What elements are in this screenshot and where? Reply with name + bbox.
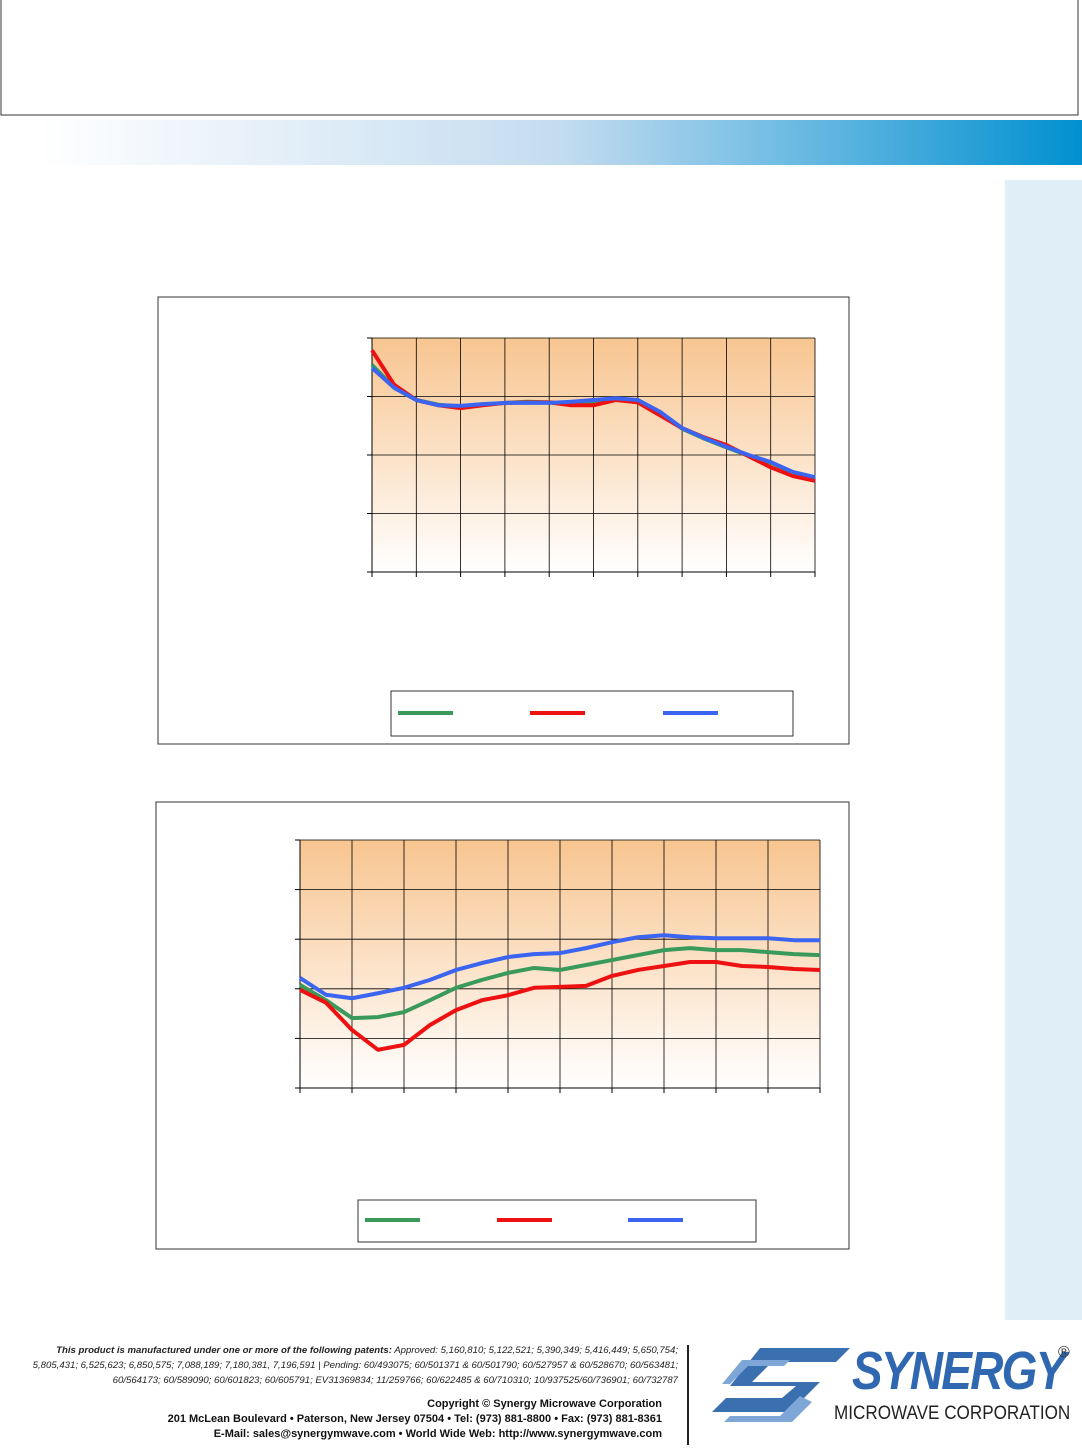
patents-list: Approved: 5,160,810; 5,122,521; 5,390,34… — [32, 1345, 678, 1386]
copyright: Copyright © Synergy Microwave Corporatio… — [427, 1398, 662, 1410]
legend-box — [390, 690, 794, 737]
series-line — [299, 960, 821, 1052]
logo-mark — [712, 1348, 850, 1422]
series-line — [370, 366, 816, 480]
series-line — [298, 946, 821, 1021]
logo-subtitle: MICROWAVE CORPORATION — [834, 1403, 1071, 1424]
patents-label: This product is manufactured under one o… — [56, 1345, 392, 1356]
patents: This product is manufactured under one o… — [10, 1343, 678, 1388]
registered-mark: ® — [1058, 1344, 1070, 1361]
address: 201 McLean Boulevard • Paterson, New Jer… — [167, 1413, 662, 1425]
series-line — [298, 933, 820, 1001]
logo-text: SYNERGY — [852, 1341, 1066, 1401]
header-bar — [40, 120, 1082, 165]
sidebar — [1005, 180, 1082, 1320]
contact: E-Mail: sales@synergymwave.com • World W… — [213, 1428, 662, 1440]
legend-box — [357, 1199, 757, 1243]
header-frame — [0, 0, 1079, 116]
